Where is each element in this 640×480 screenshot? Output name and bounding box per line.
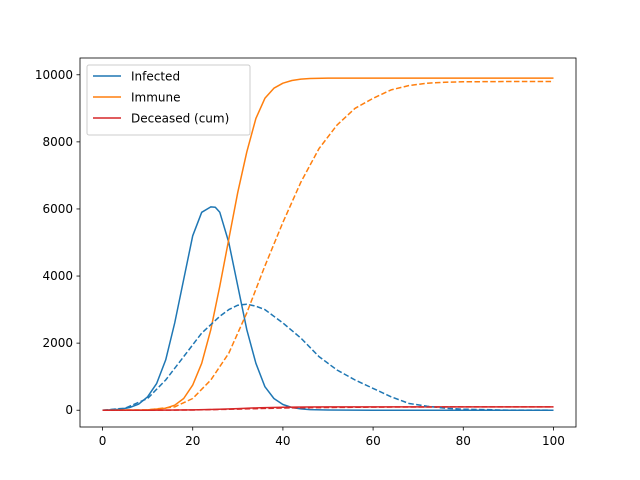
- legend-box: [86, 64, 251, 136]
- y-tick-label: 2000: [42, 336, 73, 350]
- x-axis: 0 20 40 60 80 100: [99, 427, 565, 448]
- series-line-infected-solid: [102, 206, 554, 411]
- x-tick-label: 80: [456, 434, 471, 448]
- y-tick-label: 0: [65, 403, 73, 417]
- y-axis: 0 2000 4000 6000 8000 10000: [35, 68, 80, 417]
- y-tick-label: 4000: [42, 269, 73, 283]
- series-line-deceased-cum-dashed: [102, 406, 554, 411]
- series-line-immune-dashed: [102, 80, 554, 411]
- plot-frame: [79, 57, 577, 428]
- legend: Infected Immune Deceased (cum): [86, 64, 251, 136]
- x-tick-label: 20: [185, 434, 200, 448]
- series-line-infected-dashed: [102, 303, 554, 411]
- x-tick-label: 40: [275, 434, 290, 448]
- series-layer: [102, 77, 554, 411]
- y-tick-label: 8000: [42, 135, 73, 149]
- series-line-immune-solid: [102, 77, 554, 411]
- legend-label: Deceased (cum): [131, 112, 229, 126]
- legend-label: Immune: [131, 91, 181, 105]
- x-tick-label: 100: [542, 434, 565, 448]
- x-tick-label: 0: [99, 434, 107, 448]
- y-tick-label: 6000: [42, 202, 73, 216]
- y-tick-label: 10000: [35, 68, 73, 82]
- legend-label: Infected: [131, 70, 180, 84]
- x-tick-label: 60: [365, 434, 380, 448]
